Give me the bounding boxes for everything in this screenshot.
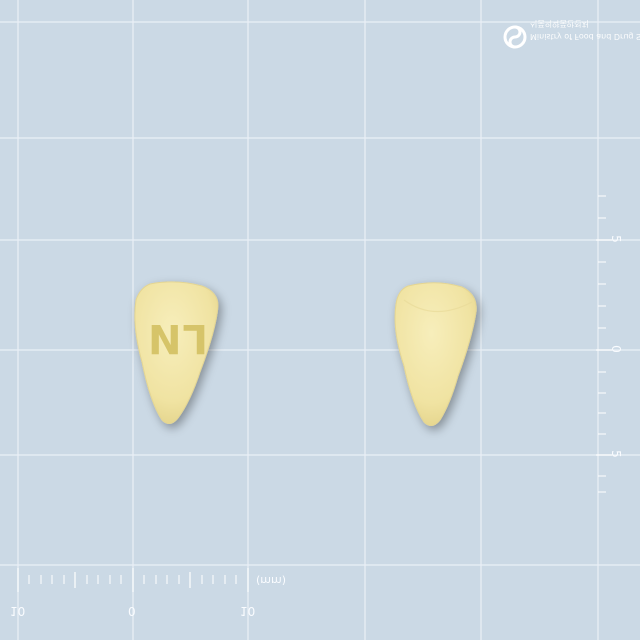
- ruler-label-left: 10: [10, 604, 26, 618]
- right-ruler-label-bottom: 5: [608, 450, 623, 458]
- tablet-imprint: LN: [147, 315, 208, 361]
- right-ruler-label-top: 5: [608, 235, 623, 243]
- logo-english: Ministry of Food and Drug Safety: [530, 32, 640, 41]
- mfds-logo-text: Ministry of Food and Drug Safety 식품의약품안전…: [530, 17, 640, 43]
- bottom-ruler: [17, 568, 249, 592]
- ruler-label-zero: 0: [128, 604, 136, 618]
- logo-korean: 식품의약품안전처: [530, 19, 589, 28]
- right-ruler: [596, 195, 612, 493]
- tablet-front: [134, 281, 219, 424]
- mfds-logo-icon: [503, 25, 527, 49]
- tablet-back: [394, 282, 477, 426]
- right-ruler-label-zero: 0: [608, 345, 623, 353]
- ruler-unit: (mm): [256, 574, 287, 587]
- ruler-label-right: 10: [240, 604, 256, 618]
